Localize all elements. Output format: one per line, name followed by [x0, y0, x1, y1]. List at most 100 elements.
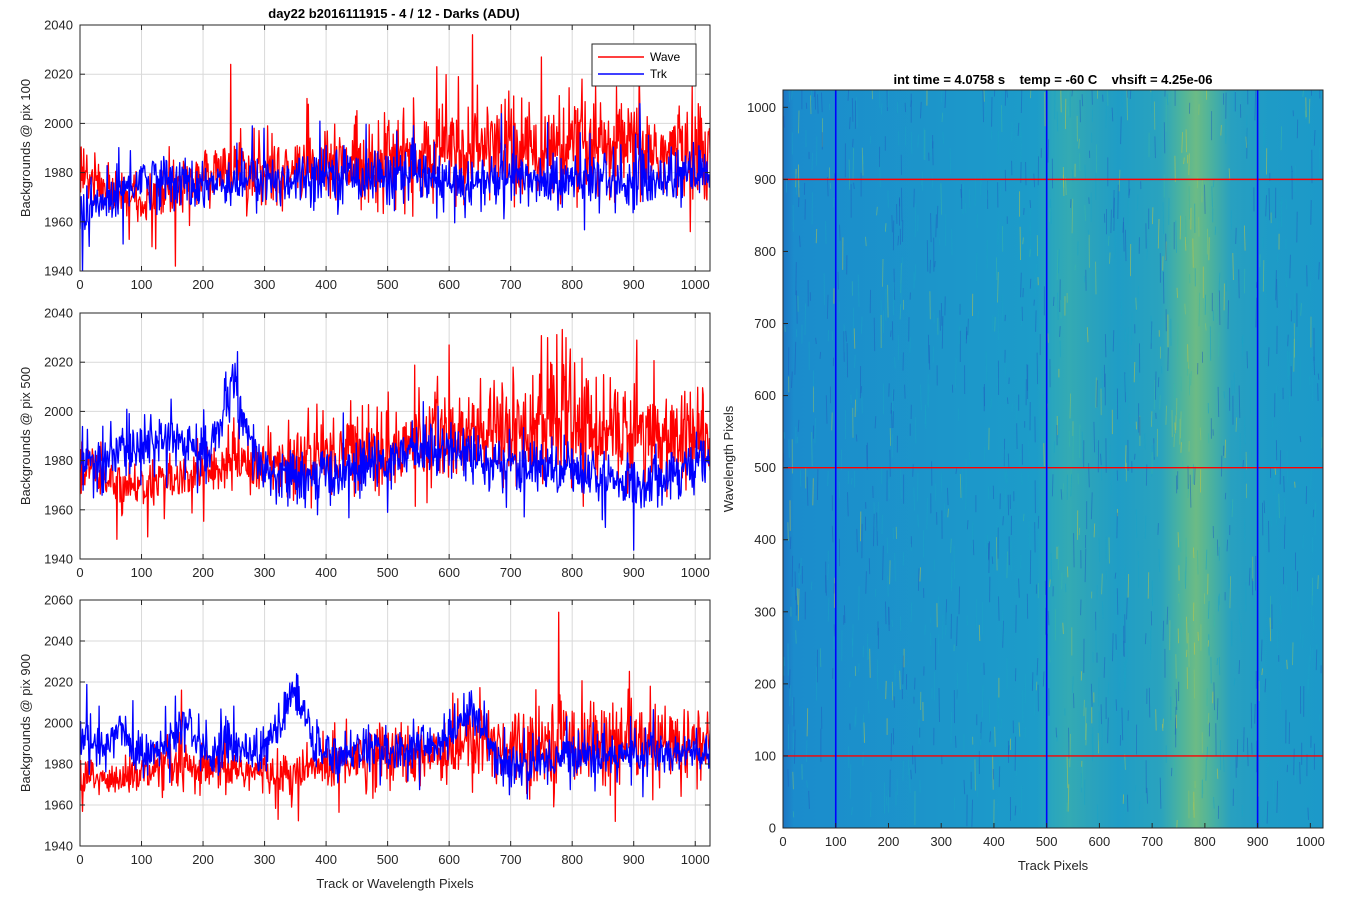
heatmap-streak: [1268, 188, 1271, 221]
heatmap-streak: [924, 624, 926, 635]
heatmap-streak: [1302, 90, 1304, 97]
y-tick-label: 1960: [44, 502, 73, 517]
heatmap-streak: [1049, 655, 1051, 663]
heatmap-streak: [1064, 583, 1067, 593]
heatmap-streak: [910, 131, 913, 154]
heatmap-streak: [1006, 397, 1009, 405]
heatmap-streak: [808, 790, 810, 809]
heatmap-streak: [1197, 631, 1199, 641]
heatmap-streak: [1183, 157, 1185, 165]
heatmap-streak: [1272, 777, 1275, 810]
heatmap-streak: [955, 357, 957, 389]
heatmap-streak: [1246, 737, 1249, 767]
heatmap-streak: [1084, 548, 1087, 583]
heatmap-streak: [897, 334, 900, 360]
heatmap-streak: [1151, 207, 1154, 225]
heatmap-streak: [996, 378, 999, 392]
heatmap-streak: [902, 552, 905, 566]
heatmap-streak: [1006, 551, 1008, 579]
heatmap-streak: [789, 669, 791, 689]
heatmap-streak: [783, 656, 786, 667]
heatmap-streak: [999, 185, 1001, 198]
heatmap-streak: [1204, 323, 1207, 331]
heatmap-streak: [974, 759, 976, 791]
heatmap-streak: [940, 90, 943, 103]
heatmap-streak: [877, 501, 879, 532]
heatmap-streak: [1248, 567, 1251, 586]
heatmap-streak: [1037, 367, 1040, 390]
heatmap-streak: [1006, 90, 1008, 98]
heatmap-streak: [857, 274, 860, 307]
heatmap-streak: [815, 228, 818, 244]
heatmap-streak: [1159, 395, 1161, 410]
axes-frame: [79, 312, 711, 560]
x-axis-label: Track or Wavelength Pixels: [316, 876, 474, 891]
heatmap-streak: [795, 262, 797, 296]
y-tick-label: 2040: [44, 634, 73, 649]
heatmap-streak: [1052, 296, 1055, 307]
heatmap-streak: [940, 302, 943, 326]
heatmap-streak: [1072, 428, 1074, 461]
heatmap-streak: [1062, 166, 1065, 197]
heatmap-streak: [950, 711, 953, 744]
heatmap-streak: [1168, 92, 1170, 103]
legend-label-wave: Wave: [650, 50, 681, 64]
x-tick-label: 300: [930, 834, 952, 849]
heatmap-streak: [1155, 709, 1157, 731]
heatmap-streak: [1101, 601, 1104, 619]
heatmap-streak: [1001, 610, 1004, 642]
heatmap-streak: [1275, 270, 1277, 301]
heatmap-streak: [909, 767, 911, 794]
heatmap-streak: [1289, 298, 1291, 310]
heatmap-streak: [1263, 500, 1266, 514]
y-tick-label: 2060: [44, 593, 73, 608]
heatmap-streak: [1201, 179, 1203, 203]
heatmap-streak: [1093, 421, 1096, 453]
heatmap-streak: [817, 94, 819, 114]
heatmap-streak: [949, 147, 952, 175]
heatmap-streak: [1254, 703, 1256, 724]
heatmap-streak: [1243, 225, 1246, 251]
y-tick-label: 300: [754, 604, 776, 619]
heatmap-streak: [1144, 633, 1147, 645]
heatmap-streak: [815, 337, 817, 345]
heatmap-streak: [887, 284, 889, 318]
heatmap-streak: [940, 183, 943, 215]
heatmap-streak: [882, 545, 884, 581]
heatmap-streak: [1129, 90, 1132, 100]
heatmap-streak: [904, 102, 907, 113]
x-tick-label: 900: [623, 565, 645, 580]
y-tick-label: 2020: [44, 67, 73, 82]
heatmap-streak: [1207, 433, 1210, 444]
heatmap-streak: [1299, 761, 1301, 785]
heatmap-streak: [1112, 330, 1115, 352]
heatmap-streak: [1128, 188, 1131, 196]
heatmap-streak: [829, 182, 832, 189]
heatmap-streak: [892, 282, 895, 316]
heatmap-streak: [1216, 300, 1218, 324]
heatmap-streak: [1190, 371, 1192, 386]
heatmap-streak: [812, 478, 814, 506]
y-tick-label: 1000: [747, 100, 776, 115]
heatmap-streak: [1286, 659, 1288, 670]
heatmap-streak: [1051, 474, 1054, 497]
heatmap-streak: [867, 700, 870, 714]
heatmap-streak: [1315, 649, 1318, 671]
heatmap-streak: [1163, 122, 1166, 154]
heatmap-streak: [978, 624, 981, 642]
heatmap-streak: [1231, 499, 1234, 518]
y-axis-label: Backgrounds @ pix 100: [18, 79, 33, 217]
heatmap-streak: [1029, 199, 1032, 209]
y-axis-label: Wavelength Pixels: [721, 405, 736, 512]
heatmap-streak: [1069, 733, 1071, 768]
heatmap-streak: [992, 755, 994, 790]
heatmap-streak: [950, 562, 953, 589]
heatmap-streak: [1042, 671, 1045, 687]
heatmap-streak: [1188, 632, 1190, 668]
heatmap-streak: [1173, 707, 1175, 739]
heatmap-streak: [1126, 390, 1128, 410]
heatmap-streak: [1245, 136, 1248, 148]
x-tick-label: 300: [254, 277, 276, 292]
heatmap-streak: [1014, 805, 1017, 816]
heatmap-streak: [1276, 278, 1278, 308]
